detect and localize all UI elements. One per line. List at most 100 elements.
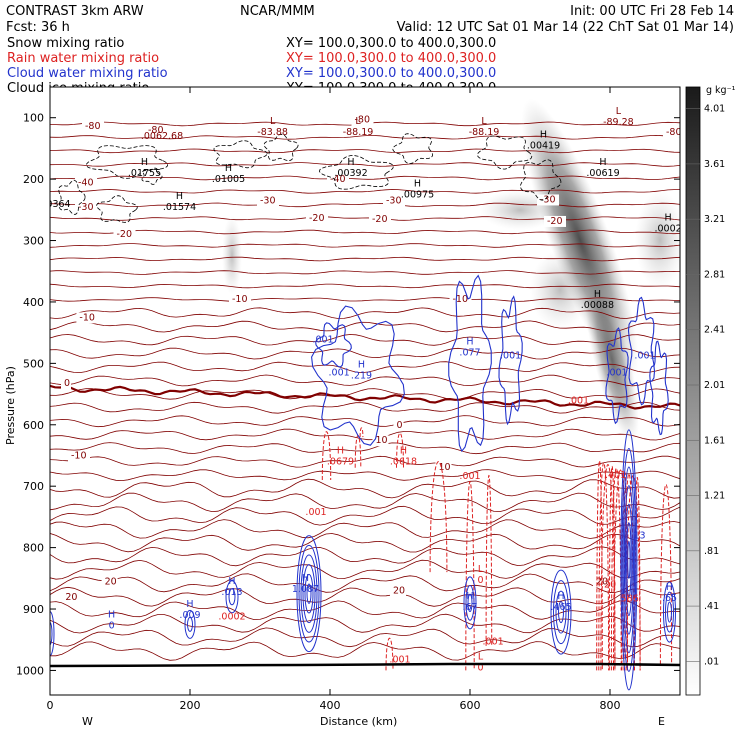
- snow-max-value: .0364: [43, 199, 70, 210]
- cloud-water-contour: [555, 590, 567, 634]
- rain-max-marker: L: [478, 564, 484, 575]
- cloud-max-value: .001: [312, 334, 333, 345]
- temperature-label: -20: [547, 216, 563, 227]
- ground-line: [49, 662, 681, 668]
- temperature-contours: -80 -80 -80 -80 -40 -40 -30 -30 -30 -30 -20 -20 -20 -…: [50, 114, 682, 661]
- cloud-water-contour: [623, 485, 634, 635]
- cloud-water-contour: [665, 591, 674, 633]
- ice-contours: [58, 133, 562, 223]
- rain-max-value: .001: [459, 471, 480, 482]
- cloud-water-contour: [620, 429, 638, 691]
- temperature-label-bg: [544, 215, 566, 227]
- temperature-contour: [50, 256, 680, 262]
- cloud-water-contour: [298, 544, 320, 643]
- colorbar-tick-label: .81: [704, 546, 719, 557]
- temperature-label-bg: [369, 214, 391, 226]
- cloud-max-marker: H: [186, 599, 193, 610]
- cloud-water-contour: [467, 593, 473, 613]
- rain-max-value: .001: [483, 637, 504, 648]
- rain-max-value: .001: [568, 395, 589, 406]
- temperature-label-bg: [393, 419, 404, 431]
- colorbar-unit: g kg⁻¹: [706, 85, 736, 96]
- temperature-label-bg: [593, 576, 609, 588]
- cloud-max-value: .65: [662, 593, 677, 604]
- cloud-max-value: .001: [329, 368, 350, 379]
- snow-patch: [635, 190, 680, 290]
- cloud-water-contour: [228, 588, 236, 606]
- temperature-contour: [50, 533, 680, 553]
- ice-min-value: .0062.68: [141, 131, 183, 142]
- cloud-max-value: .013: [221, 587, 242, 598]
- cloud-water-contour: [622, 466, 636, 654]
- header-init: Init: 00 UTC Fri 28 Feb 14: [570, 4, 734, 19]
- snow-max-value: .00088: [581, 300, 614, 311]
- cloud-max-value: 1.087: [292, 584, 319, 595]
- colorbar-tick-label: 1.61: [704, 435, 725, 446]
- cloud-water-contours: [50, 274, 676, 691]
- rain-contour: [359, 427, 364, 438]
- temperature-contour: [50, 307, 680, 319]
- temperature-contour: [50, 428, 680, 441]
- cloud-max-marker: H: [358, 360, 365, 371]
- ice-contour: [392, 133, 433, 165]
- colorbar-tick-label: 2.81: [704, 269, 725, 280]
- y-tick-label: 600: [23, 419, 44, 432]
- snow-max-value: .00419: [527, 140, 560, 151]
- ice-min-value: -88.19: [469, 127, 500, 138]
- temperature-label: -10: [453, 294, 469, 305]
- temperature-label-bg: [101, 576, 118, 588]
- temperature-label: -10: [71, 451, 87, 462]
- cloud-max-value: .001: [606, 368, 627, 379]
- snow-max-marker: H: [540, 129, 547, 140]
- ice-min-value: -88.19: [343, 127, 374, 138]
- cloud-water-contour: [184, 609, 196, 639]
- snow-max-marker: H: [665, 212, 672, 223]
- rain-max-value: .586: [618, 594, 639, 605]
- snow-max-marker: H: [599, 157, 606, 168]
- temperature-label: -30: [78, 202, 94, 213]
- rain-contour: [659, 484, 673, 665]
- temperature-contour: [50, 492, 680, 513]
- header-forecast: Fcst: 36 h: [6, 20, 70, 35]
- temperature-label-bg: [68, 450, 90, 462]
- snow-max-value: .0002: [654, 223, 681, 234]
- cloud-water-contour: [302, 564, 316, 624]
- cloud-water-contour: [225, 580, 239, 614]
- cloud-water-contour: [187, 616, 193, 632]
- cloud-water-contour: [663, 581, 676, 643]
- ice-contour: [96, 195, 138, 223]
- temperature-label-bg: [75, 201, 97, 213]
- cloud-water-contour: [498, 295, 523, 426]
- temperature-contour: [50, 297, 680, 302]
- cloud-water-contour: [553, 580, 569, 645]
- cloud-water-contour: [311, 305, 405, 446]
- y-tick-label: 300: [23, 235, 44, 248]
- temperature-label-bg: [435, 462, 452, 474]
- temperature-label-bg: [390, 585, 406, 597]
- cloud-water-contour: [626, 522, 632, 598]
- temperature-label-bg: [76, 312, 99, 324]
- ice-contour: [58, 179, 86, 215]
- cloud-water-contour: [624, 503, 633, 617]
- temperature-label-bg: [449, 293, 472, 305]
- temperature-contour: [50, 202, 680, 208]
- x-axis-label: Distance (km): [320, 715, 397, 728]
- cloud-water-contour: [605, 327, 629, 425]
- ice-contour: [520, 159, 562, 201]
- cloud-max-value: 0: [109, 621, 115, 632]
- temperature-label: -80: [355, 115, 371, 126]
- temperature-label: -20: [309, 213, 325, 224]
- cloud-max-marker: H: [228, 576, 235, 587]
- temperature-contour: [50, 559, 680, 580]
- cloud-max-marker: H: [666, 582, 673, 593]
- colorbar-tick-label: 2.01: [704, 380, 725, 391]
- temperature-label-bg: [75, 177, 97, 189]
- temperature-contour: [50, 320, 680, 333]
- rain-contour: [608, 465, 616, 671]
- temperature-contour: [50, 469, 680, 482]
- rain-contour: [429, 461, 448, 573]
- zero-isotherm: [50, 384, 680, 410]
- temperature-label: -80: [666, 127, 682, 138]
- cloud-water-contour: [448, 274, 492, 453]
